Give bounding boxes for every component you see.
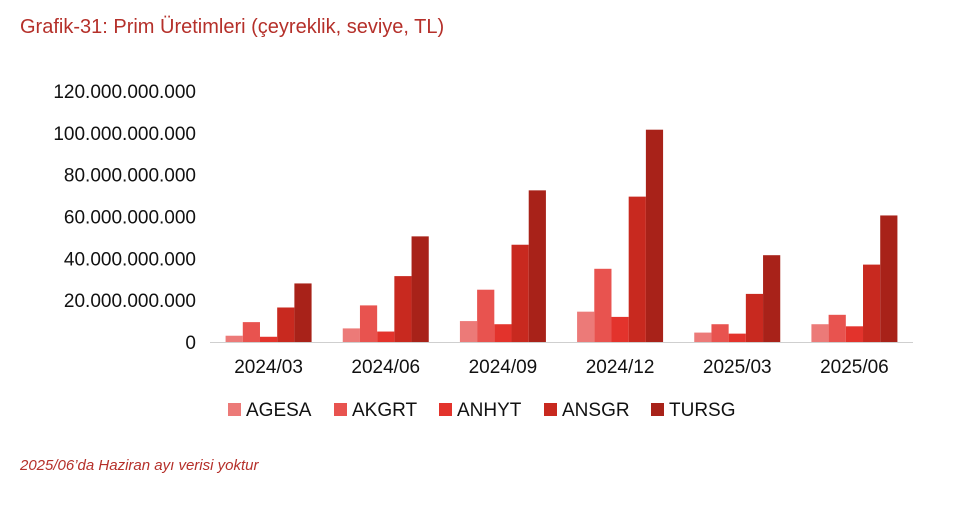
bar-agesa-2024-12 bbox=[577, 311, 595, 342]
x-tick-label: 2024/09 bbox=[469, 357, 538, 378]
bar-akgrt-2024-09 bbox=[477, 289, 495, 342]
bar-anhyt-2024-06 bbox=[377, 331, 395, 342]
bar-akgrt-2024-03 bbox=[242, 322, 260, 342]
legend-swatch-anhyt bbox=[439, 403, 452, 416]
y-tick-label: 80.000.000.000 bbox=[64, 166, 196, 187]
bar-anhyt-2024-03 bbox=[259, 336, 278, 342]
bar-akgrt-2024-06 bbox=[359, 305, 378, 342]
bar-anhyt-2025-06 bbox=[845, 326, 864, 342]
bar-akgrt-2025-03 bbox=[711, 324, 729, 342]
bar-tursg-2024-03 bbox=[294, 283, 312, 342]
legend-label-tursg: TURSG bbox=[669, 400, 736, 421]
y-tick-label: 120.000.000.000 bbox=[53, 82, 196, 103]
bar-tursg-2024-06 bbox=[411, 236, 429, 342]
bar-ansgr-2024-12 bbox=[628, 196, 646, 342]
bar-agesa-2024-06 bbox=[342, 328, 360, 342]
bar-tursg-2025-03 bbox=[763, 255, 781, 342]
x-tick-label: 2024/03 bbox=[234, 357, 303, 378]
y-tick-label: 60.000.000.000 bbox=[64, 208, 196, 229]
bar-agesa-2025-06 bbox=[811, 324, 829, 342]
y-axis-ticks: 0 20.000.000.000 40.000.000.000 60.000.000.… bbox=[53, 82, 196, 354]
bar-tursg-2024-09 bbox=[528, 190, 546, 342]
bar-anhyt-2025-03 bbox=[728, 333, 746, 342]
legend-swatch-ansgr bbox=[544, 403, 557, 416]
x-tick-label: 2025/06 bbox=[820, 357, 889, 378]
legend-label-agesa: AGESA bbox=[246, 400, 312, 421]
x-tick-label: 2024/12 bbox=[586, 357, 655, 378]
bar-ansgr-2025-03 bbox=[745, 293, 764, 342]
legend-label-akgrt: AKGRT bbox=[352, 400, 418, 421]
bar-agesa-2025-03 bbox=[694, 332, 712, 342]
bar-tursg-2024-12 bbox=[645, 129, 664, 342]
legend-label-anhyt: ANHYT bbox=[457, 400, 522, 421]
legend-swatch-tursg bbox=[651, 403, 664, 416]
bar-ansgr-2025-06 bbox=[863, 264, 881, 342]
bar-ansgr-2024-03 bbox=[277, 307, 295, 342]
y-tick-label: 0 bbox=[185, 333, 196, 354]
bar-tursg-2025-06 bbox=[880, 215, 898, 342]
bar-akgrt-2024-12 bbox=[594, 268, 612, 342]
y-tick-label: 20.000.000.000 bbox=[64, 291, 196, 312]
bar-agesa-2024-09 bbox=[459, 321, 478, 342]
y-tick-label: 40.000.000.000 bbox=[64, 249, 196, 270]
legend-swatch-agesa bbox=[228, 403, 241, 416]
y-tick-label: 100.000.000.000 bbox=[53, 124, 196, 145]
legend-label-ansgr: ANSGR bbox=[562, 400, 630, 421]
bar-ansgr-2024-09 bbox=[511, 244, 529, 342]
legend-swatch-akgrt bbox=[334, 403, 347, 416]
legend: AGESA AKGRT ANHYT ANSGR TURSG bbox=[228, 400, 736, 421]
bar-ansgr-2024-06 bbox=[394, 276, 412, 342]
footnote: 2025/06’da Haziran ayı verisi yoktur bbox=[20, 457, 259, 474]
x-tick-label: 2024/06 bbox=[351, 357, 420, 378]
chart-title: Grafik-31: Prim Üretimleri (çeyreklik, s… bbox=[20, 16, 445, 38]
x-axis-ticks: 2024/03 2024/06 2024/09 2024/12 2025/03 2025/… bbox=[234, 357, 889, 378]
bar-anhyt-2024-09 bbox=[494, 324, 512, 342]
bar-agesa-2024-03 bbox=[225, 335, 243, 342]
bars bbox=[225, 129, 898, 342]
bar-akgrt-2025-06 bbox=[828, 314, 846, 342]
bar-anhyt-2024-12 bbox=[611, 316, 629, 342]
x-tick-label: 2025/03 bbox=[703, 357, 772, 378]
